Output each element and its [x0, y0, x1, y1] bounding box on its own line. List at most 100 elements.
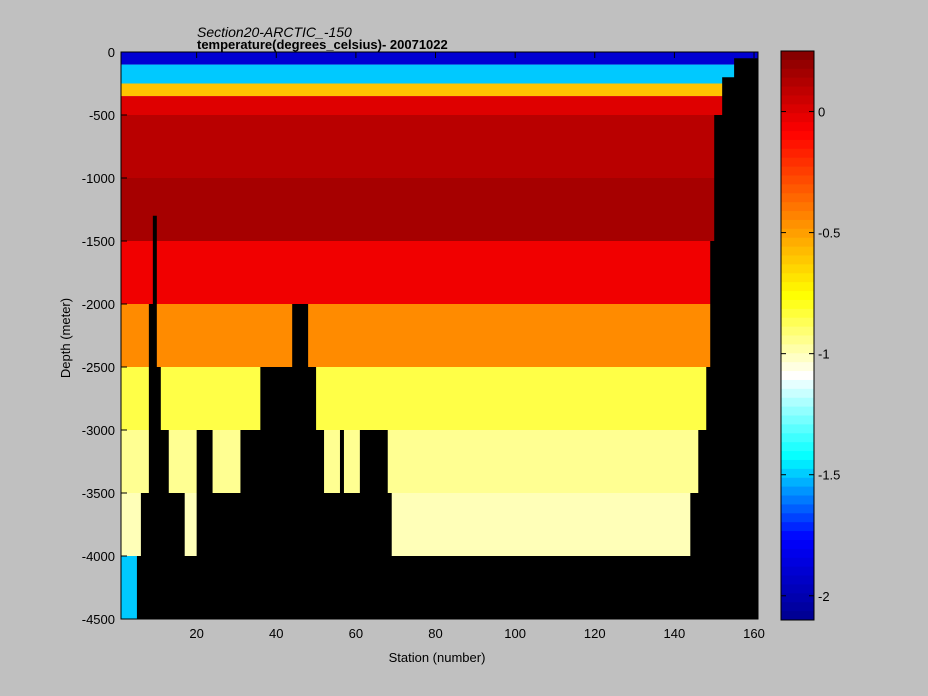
x-axis-label: Station (number): [389, 650, 486, 665]
colorbar-step-26: [781, 282, 814, 292]
colorbar-step-14: [781, 175, 814, 185]
y-tick-label--2500: -2500: [82, 360, 115, 375]
colorbar-step-40: [781, 406, 814, 417]
colorbar-step-58: [781, 566, 814, 577]
colorbar-step-11: [781, 148, 814, 159]
colorbar-step-36: [781, 371, 814, 381]
colorbar-step-52: [781, 513, 814, 523]
x-axis: 20 40 60 80 100 120 140 160: [189, 52, 765, 641]
colorbar-step-22: [781, 246, 814, 256]
x-tick-label-80: 80: [428, 626, 442, 641]
colorbar-step-23: [781, 255, 814, 265]
colorbar-step-57: [781, 557, 814, 568]
heat-cell-layer-6: [121, 241, 758, 304]
colorbar-step-8: [781, 122, 814, 132]
heat-cell-layer-7: [121, 304, 758, 367]
colorbar-step-13: [781, 166, 814, 176]
y-tick-label--3500: -3500: [82, 486, 115, 501]
colorbar-step-63: [781, 611, 814, 621]
y-tick-label--4500: -4500: [82, 612, 115, 627]
colorbar-step-4: [781, 86, 814, 96]
colorbar-ticks: 0 -0.5 -1 -1.5 -2: [781, 105, 840, 604]
colorbar-step-42: [781, 424, 814, 434]
y-tick-label--1000: -1000: [82, 171, 115, 186]
plot-area: [121, 52, 758, 619]
y-tick-label--2000: -2000: [82, 297, 115, 312]
colorbar-step-61: [781, 593, 814, 603]
colorbar-step-48: [781, 477, 814, 488]
heat-cell-layer-9: [121, 430, 758, 493]
colorbar-tick-label--1: -1: [818, 347, 830, 362]
colorbar-step-54: [781, 531, 814, 541]
colorbar-step-15: [781, 184, 814, 194]
colorbar-step-31: [781, 326, 814, 336]
colorbar-gradient: [781, 51, 814, 621]
colorbar-step-47: [781, 468, 814, 479]
colorbar-tick-label--2: -2: [818, 589, 830, 604]
colorbar-step-44: [781, 442, 814, 452]
colorbar-step-34: [781, 353, 814, 363]
colorbar-step-2: [781, 68, 814, 79]
colorbar-step-30: [781, 317, 814, 328]
colorbar-step-21: [781, 237, 814, 248]
colorbar-step-20: [781, 228, 814, 239]
colorbar-step-49: [781, 486, 814, 497]
colorbar-step-62: [781, 602, 814, 612]
colorbar-step-25: [781, 273, 814, 283]
seafloor-mask: [121, 52, 758, 619]
colorbar-step-56: [781, 548, 814, 559]
x-tick-label-160: 160: [743, 626, 765, 641]
colorbar-step-12: [781, 157, 814, 168]
x-tick-label-20: 20: [189, 626, 203, 641]
chart-title: Section20-ARCTIC_-150: [197, 24, 352, 40]
colorbar-step-33: [781, 344, 814, 354]
heat-cell-layer-8: [121, 367, 758, 430]
y-tick-label-0: 0: [108, 45, 115, 60]
colorbar-step-45: [781, 451, 814, 461]
heat-cell-layer-1: [121, 64, 758, 84]
colorbar-step-0: [781, 51, 814, 61]
colorbar-step-37: [781, 379, 814, 390]
colorbar-step-35: [781, 362, 814, 372]
colorbar-step-59: [781, 575, 814, 585]
colorbar-step-3: [781, 77, 814, 88]
x-tick-label-60: 60: [349, 626, 363, 641]
y-tick-label--1500: -1500: [82, 234, 115, 249]
colorbar: 0 -0.5 -1 -1.5 -2: [780, 50, 840, 621]
y-tick-label--3000: -3000: [82, 423, 115, 438]
heat-cell-layer-5: [121, 178, 758, 241]
heat-cell-layer-3: [121, 96, 758, 115]
heat-cell-layer-0: [121, 52, 758, 65]
chart-subtitle: temperature(degrees_celsius)- 20071022: [197, 37, 448, 52]
colorbar-step-27: [781, 291, 814, 301]
colorbar-step-1: [781, 59, 814, 70]
x-tick-label-140: 140: [664, 626, 686, 641]
colorbar-step-38: [781, 388, 814, 399]
colorbar-step-28: [781, 299, 814, 310]
colorbar-step-41: [781, 415, 814, 425]
x-tick-label-40: 40: [269, 626, 283, 641]
plot-frame: [120, 51, 759, 620]
colorbar-step-60: [781, 584, 814, 594]
colorbar-step-18: [781, 211, 814, 221]
colorbar-step-16: [781, 193, 814, 203]
colorbar-step-5: [781, 95, 814, 105]
x-tick-label-100: 100: [504, 626, 526, 641]
heatmap-cells: [121, 52, 758, 619]
colorbar-step-53: [781, 522, 814, 532]
colorbar-tick-label--0.5: -0.5: [818, 226, 840, 241]
colorbar-step-29: [781, 308, 814, 319]
x-tick-label-120: 120: [584, 626, 606, 641]
colorbar-step-17: [781, 202, 814, 212]
heat-cell-layer-4: [121, 115, 758, 178]
colorbar-step-46: [781, 459, 814, 470]
colorbar-step-7: [781, 113, 814, 123]
colorbar-step-24: [781, 264, 814, 274]
colorbar-step-19: [781, 219, 814, 230]
y-tick-label--4000: -4000: [82, 549, 115, 564]
y-tick-label--500: -500: [89, 108, 115, 123]
heat-cell-layer-2: [121, 83, 758, 97]
colorbar-step-9: [781, 131, 814, 141]
y-axis-label: Depth (meter): [58, 298, 73, 378]
